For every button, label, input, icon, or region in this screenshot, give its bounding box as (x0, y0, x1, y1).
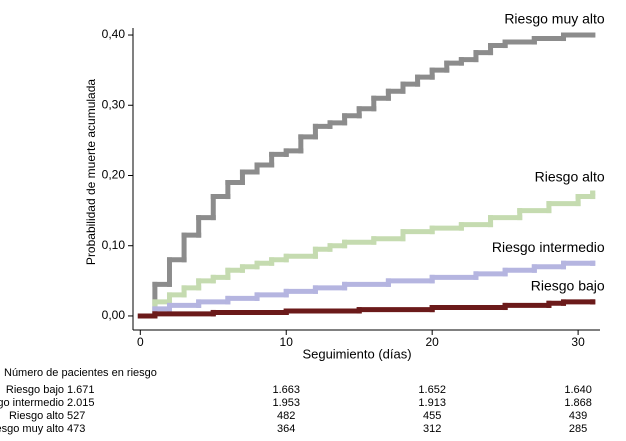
y-axis-label: Probabilidad de muerte acumulada (84, 79, 98, 265)
y-tick-label: 0,00 (102, 308, 126, 322)
risk-cell: 1.868 (564, 397, 592, 409)
risk-cell: 527 (67, 410, 85, 422)
risk-cell: 482 (277, 410, 295, 422)
risk-cell: 455 (423, 410, 441, 422)
risk-table-title: Número de pacientes en riesgo (4, 367, 157, 379)
risk-cell: 439 (569, 410, 587, 422)
risk-cell: 1.640 (564, 384, 592, 396)
x-axis-label: Seguimiento (días) (302, 346, 411, 361)
series-label: Riesgo bajo (531, 278, 605, 294)
y-tick-label: 0,10 (102, 238, 126, 252)
x-tick-label: 0 (137, 335, 144, 349)
risk-cell: 1.652 (418, 384, 446, 396)
risk-cell: 1.671 (67, 384, 95, 396)
risk-row-name: Riesgo bajo (6, 384, 64, 396)
x-tick-label: 10 (280, 335, 294, 349)
risk-cell: 1.663 (272, 384, 300, 396)
risk-row-name: Riesgo intermedio (0, 397, 64, 409)
y-tick-label: 0,40 (102, 27, 126, 41)
risk-row-name: Riesgo alto (9, 410, 64, 422)
risk-cell: 2.015 (67, 397, 95, 409)
risk-cell: 285 (569, 423, 587, 435)
risk-cell: 364 (277, 423, 295, 435)
risk-cell: 1.953 (272, 397, 300, 409)
risk-cell: 312 (423, 423, 441, 435)
risk-cell: 473 (67, 423, 85, 435)
x-tick-label: 30 (571, 335, 585, 349)
risk-row-name: Riesgo muy alto (0, 423, 64, 435)
x-tick-label: 20 (425, 335, 439, 349)
series-label: Riesgo alto (535, 169, 605, 185)
y-tick-label: 0,20 (102, 168, 126, 182)
risk-cell: 1.913 (418, 397, 446, 409)
series-label: Riesgo intermedio (492, 239, 605, 255)
y-tick-label: 0,30 (102, 97, 126, 111)
series-label: Riesgo muy alto (504, 11, 605, 27)
